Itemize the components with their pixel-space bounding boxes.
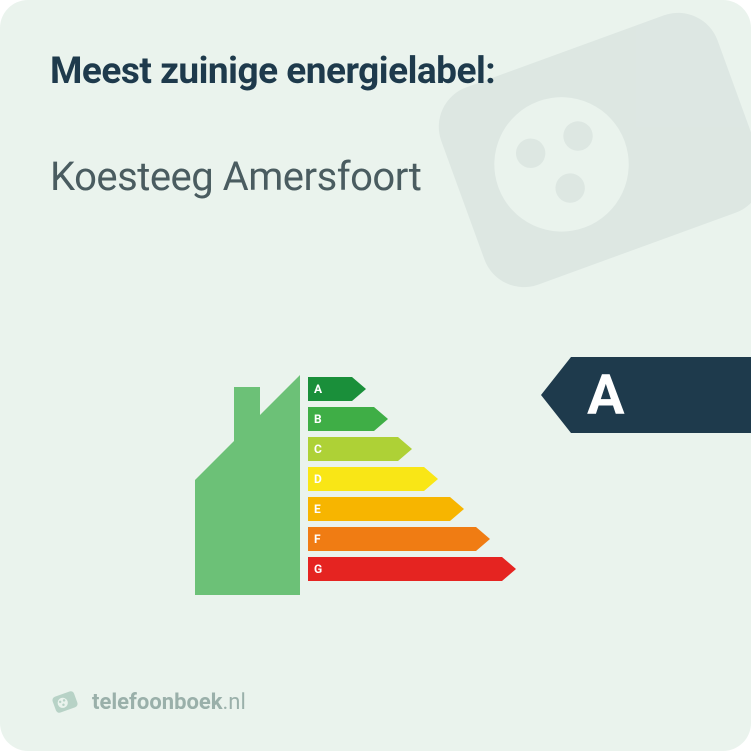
bar-body [308, 467, 424, 491]
energy-label-card: Meest zuinige energielabel: Koesteeg Ame… [0, 0, 751, 751]
footer-brand-bold: telefoonboek [92, 690, 223, 715]
rating-badge: A [541, 357, 751, 433]
badge-arrow-tip [541, 357, 571, 433]
bar-body [308, 527, 476, 551]
energy-chart: ABCDEFG A [0, 355, 751, 625]
bar-label: B [314, 407, 322, 431]
card-subtitle: Koesteeg Amersfoort [50, 153, 701, 200]
bar-label: D [314, 467, 322, 491]
bar-tip [450, 497, 464, 521]
footer: telefoonboek.nl [50, 687, 246, 717]
bar-tip [502, 557, 516, 581]
bar-label: C [314, 437, 322, 461]
bar-tip [398, 437, 412, 461]
bar-tip [424, 467, 438, 491]
bar-body [308, 497, 450, 521]
footer-brand-text: telefoonboek.nl [92, 690, 246, 715]
bar-label: F [314, 527, 321, 551]
bar-tip [352, 377, 366, 401]
bar-tip [374, 407, 388, 431]
footer-logo-icon [50, 687, 80, 717]
house-icon [150, 375, 300, 595]
bar-label: E [314, 497, 321, 521]
card-title: Meest zuinige energielabel: [50, 50, 701, 93]
bar-tip [476, 527, 490, 551]
footer-brand-light: .nl [223, 690, 246, 715]
bar-label: G [314, 557, 322, 581]
badge-letter: A [587, 367, 625, 423]
bar-body [308, 557, 502, 581]
bar-label: A [314, 377, 322, 401]
badge-body: A [571, 357, 751, 433]
